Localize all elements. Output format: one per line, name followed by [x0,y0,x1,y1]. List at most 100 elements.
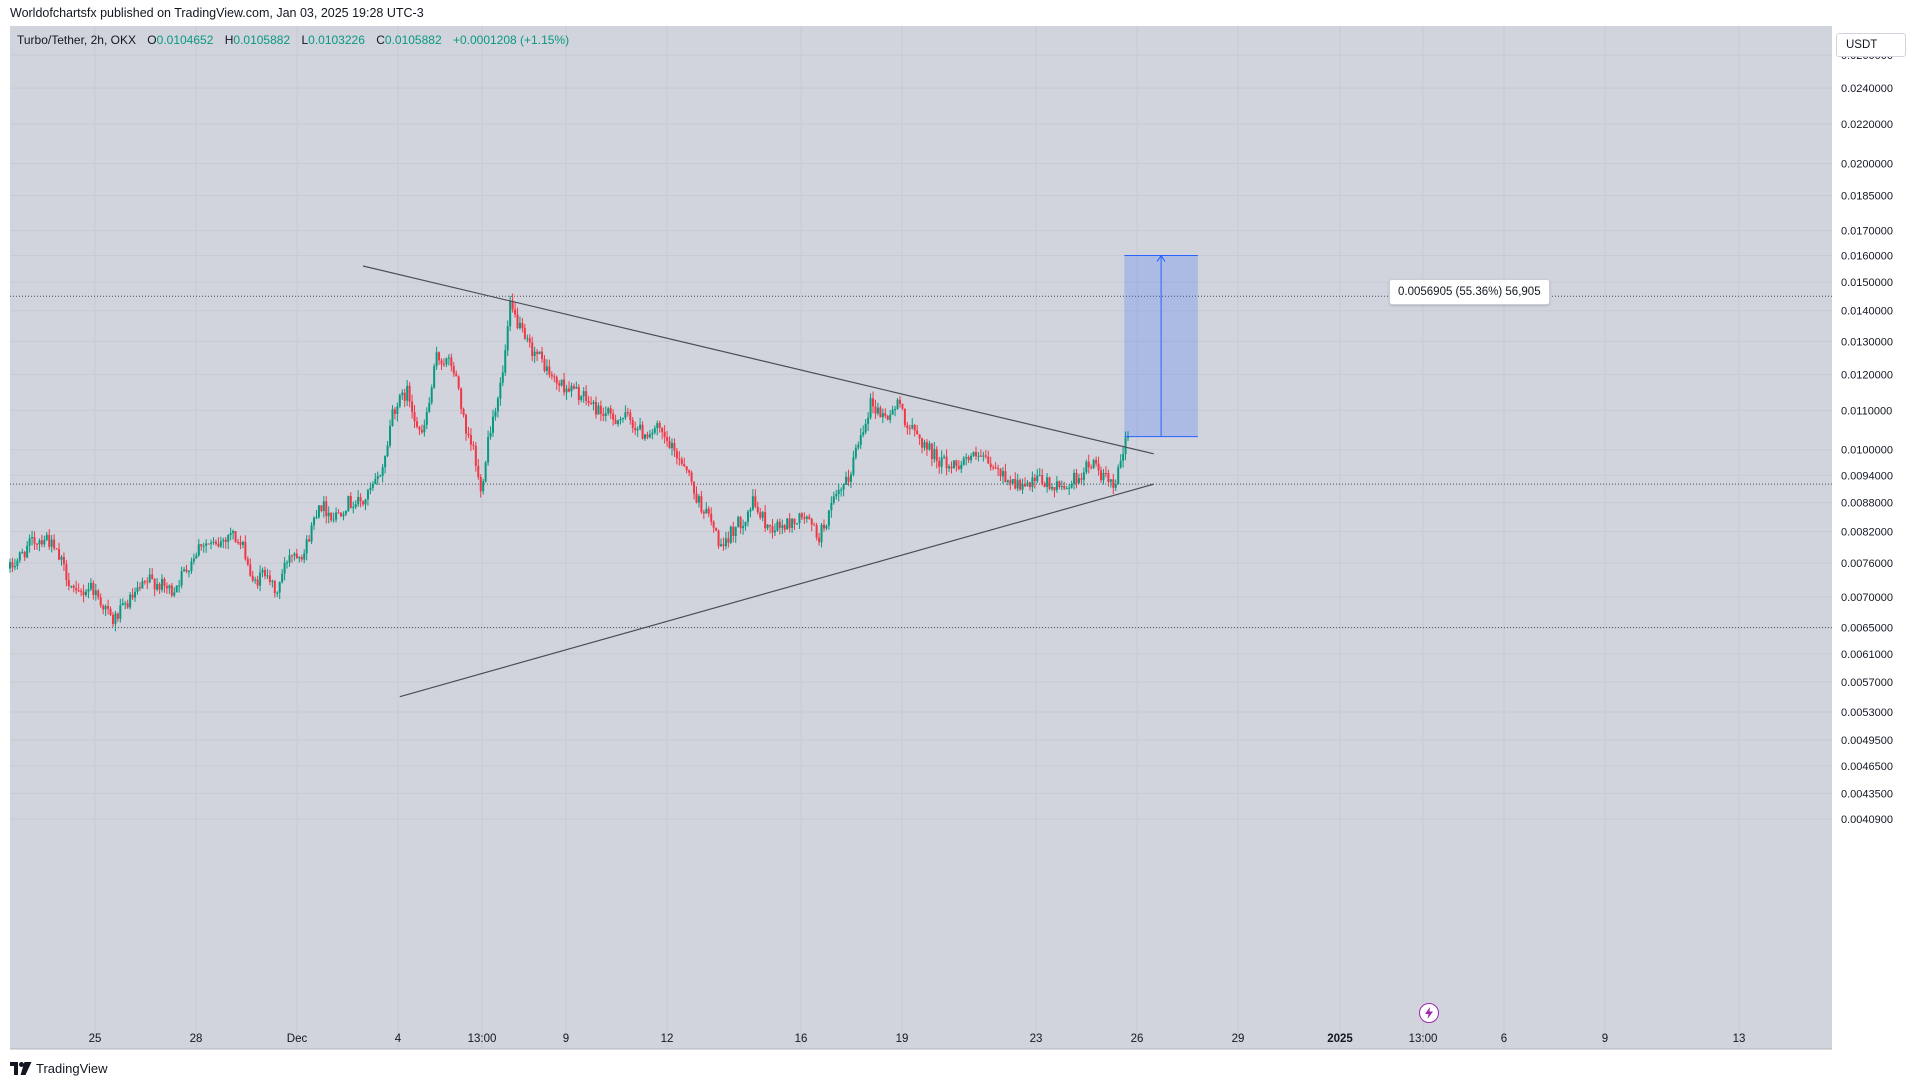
candle-body [538,351,541,354]
candle-body [1041,475,1044,485]
candle-body [482,481,485,492]
time-tick-label: 19 [896,1033,909,1045]
candle-body [173,592,176,596]
time-tick-label: 6 [1501,1033,1507,1045]
candle-body [746,511,749,522]
candle-body [1102,472,1105,481]
candle-body [724,538,727,547]
candle-body [430,387,433,403]
candle-body [403,392,406,401]
candle-body [653,428,656,433]
candle-body [322,501,325,512]
candle-body [1043,484,1046,487]
candle-body [1073,472,1076,485]
candle-body [371,484,374,488]
candle-body [607,408,610,414]
candle-body [244,541,247,560]
candle-body [1004,471,1007,483]
candle-body [153,578,156,590]
candle-body [609,408,612,414]
candle-body [644,434,647,439]
plot-background [10,26,1832,1049]
time-tick-label: 9 [1602,1033,1608,1045]
price-tick-label: 0.0065000 [1841,623,1893,635]
candle-body [847,476,850,482]
candle-body [261,570,264,573]
candle-body [948,466,951,469]
candle-body [80,590,83,592]
candle-body [568,388,570,392]
candle-body [511,300,514,310]
candle-body [136,587,139,592]
candle-body [31,536,34,539]
candle-body [1107,473,1110,482]
candle-body [77,590,80,592]
candle-body [114,613,117,624]
candle-body [894,409,897,411]
candle-body [621,417,624,419]
candle-body [1028,482,1031,488]
candle-body [349,495,352,508]
currency-button[interactable]: USDT [1836,33,1906,57]
candle-body [99,597,102,606]
candle-body [501,372,504,383]
candle-body [315,517,318,519]
candle-body [636,428,639,431]
candle-body [891,409,894,415]
candle-body [641,424,644,439]
candle-body [543,358,546,371]
candle-body [925,442,928,450]
candle-body [308,539,311,542]
candle-body [712,521,715,528]
candle-body [35,543,38,545]
candle-body [1104,472,1107,474]
candle-body [246,559,249,565]
candle-body [290,555,293,557]
candle-body [1031,477,1034,488]
price-tick-label: 0.0053000 [1841,707,1893,719]
tradingview-brand[interactable]: TradingView [10,1061,108,1076]
candle-body [82,591,85,596]
candle-body [869,398,872,418]
candle-body [813,524,816,526]
candle-body [401,392,404,396]
legend-open-value: 0.0104652 [156,33,214,47]
candle-body [92,582,95,595]
candle-body [862,432,865,435]
time-tick-label: 2025 [1327,1033,1353,1045]
price-tick-label: 0.0140000 [1841,306,1893,318]
candle-body [202,545,205,547]
candle-body [901,403,904,409]
candle-body [21,551,24,553]
candle-body [413,412,416,422]
candle-body [965,457,968,459]
measure-tool [1124,254,1198,438]
candle-body [1070,484,1073,488]
time-tick-label: 4 [395,1033,402,1045]
candle-body [344,510,347,515]
candle-body [389,425,392,446]
candle-body [516,314,519,329]
candlestick-chart[interactable]: 0.02600000.02400000.02200000.02000000.01… [0,26,1919,1059]
candle-body [822,524,825,529]
legend-close-value: 0.0105882 [384,33,442,47]
chart-frame[interactable]: 0.02600000.02400000.02200000.02000000.01… [0,26,1919,1059]
price-tick-label: 0.0220000 [1841,119,1893,131]
time-tick-label: 23 [1030,1033,1043,1045]
price-tick-label: 0.0120000 [1841,369,1893,381]
candle-body [842,484,845,490]
candle-body [749,509,752,512]
lightning-icon[interactable] [1419,1003,1439,1023]
candle-body [467,433,470,435]
candle-body [354,504,357,508]
candle-body [13,566,16,568]
candle-body [545,366,548,371]
price-tick-label: 0.0160000 [1841,251,1893,263]
candle-body [425,412,428,425]
candle-body [273,581,276,594]
candle-body [1082,472,1085,480]
price-tick-label: 0.0040900 [1841,814,1893,826]
candle-body [693,481,696,494]
candle-body [224,539,227,542]
candle-body [170,585,173,596]
